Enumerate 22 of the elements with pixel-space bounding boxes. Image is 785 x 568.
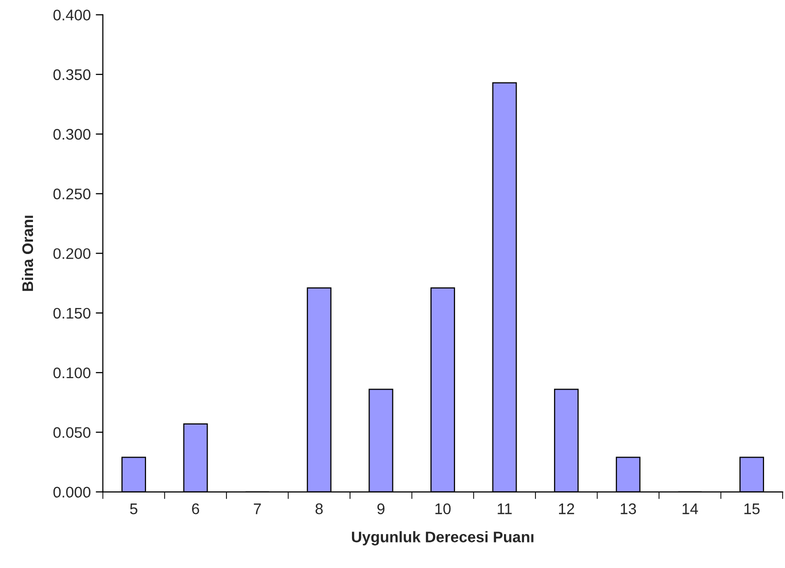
x-tick-label: 12 xyxy=(559,503,574,514)
x-tick-label: 13 xyxy=(620,503,636,514)
y-tick-label: 0.000 xyxy=(53,486,90,498)
x-tick-label: 7 xyxy=(254,504,261,514)
x-tick-label: 6 xyxy=(192,503,200,514)
y-tick-label: 0.300 xyxy=(53,128,90,140)
x-tick-label: 11 xyxy=(498,504,512,514)
y-axis-title: Bina Oranı xyxy=(22,216,34,291)
x-tick-label: 9 xyxy=(377,503,384,514)
y-tick-label: 0.400 xyxy=(53,10,90,20)
x-tick-label: 15 xyxy=(744,504,760,514)
x-tick-label: 10 xyxy=(435,503,451,514)
y-tick-label: 0.250 xyxy=(53,188,90,200)
y-tick-label: 0.350 xyxy=(53,69,90,80)
x-axis-title: Uygunluk Derecesi Puanı xyxy=(352,531,534,546)
y-tick-label: 0.150 xyxy=(53,308,90,319)
x-tick-label: 8 xyxy=(316,503,323,514)
x-tick-label: 5 xyxy=(130,504,138,514)
x-tick-label: 14 xyxy=(682,504,698,514)
y-tick-label: 0.200 xyxy=(53,248,90,260)
y-tick-label: 0.050 xyxy=(53,427,90,438)
y-tick-label: 0.100 xyxy=(53,367,90,378)
